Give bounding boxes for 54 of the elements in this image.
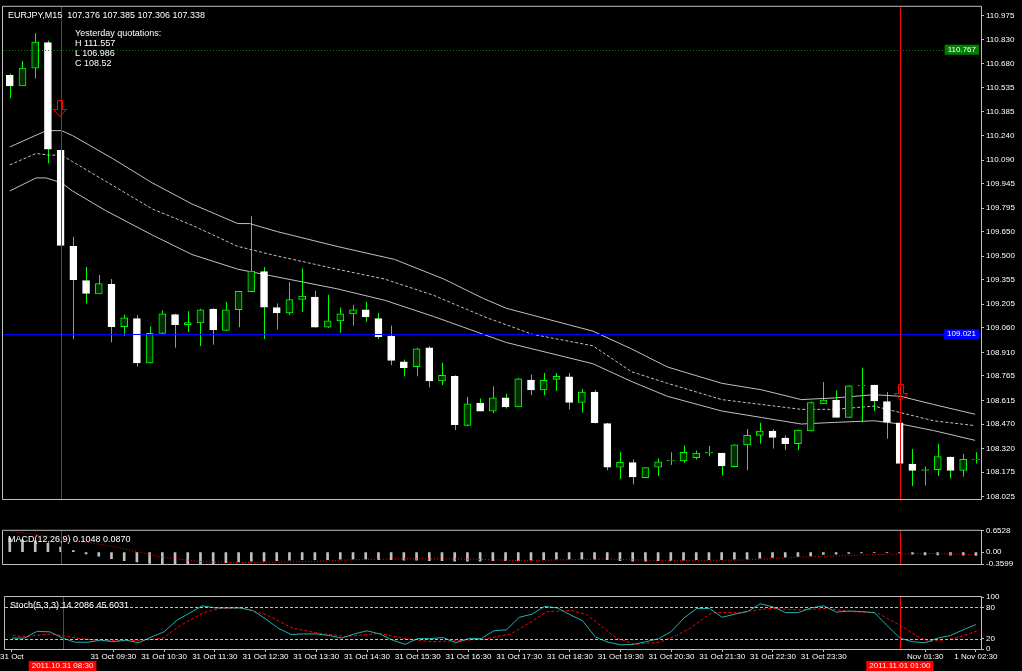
x-tick-label: 31 Oct 19:30 — [597, 652, 645, 661]
y-tick-label: 109.355 — [986, 274, 1016, 284]
y-tick-label: 110.680 — [986, 59, 1015, 69]
x-tick-label: 31 Oct 11:30 — [192, 652, 238, 661]
y-tick-label: 110.090 — [986, 155, 1015, 165]
x-tick-label: 31 Oct 10:30 — [141, 652, 188, 661]
x-tick-label: 31 Oct 22:30 — [750, 652, 797, 661]
y-tick-label: 108.765 — [986, 371, 1016, 381]
ref-line-label: 110.767 — [947, 44, 977, 54]
y-tick-label: 109.795 — [986, 203, 1016, 213]
x-tick-label: 31 Oct 14:30 — [344, 652, 391, 661]
y-tick-label: 108.910 — [986, 347, 1016, 357]
y-tick-label: 109.205 — [986, 299, 1016, 309]
y-tick-label: 109.060 — [986, 323, 1016, 333]
y-tick-label: 108.175 — [986, 467, 1016, 477]
y-tick-label: 0 — [986, 644, 991, 654]
y-tick-label: 110.535 — [986, 82, 1015, 92]
y-tick-label: -0.3599 — [986, 559, 1014, 569]
x-tick-label: 1 Nov 02:30 — [954, 652, 999, 661]
ref-line-label: 2011.11.01 01:00 — [869, 661, 931, 671]
y-tick-label: 108.470 — [986, 419, 1016, 429]
y-tick-label: 109.945 — [986, 178, 1016, 188]
x-tick-label: 31 Oct 12:30 — [242, 652, 289, 661]
y-tick-label: 108.025 — [986, 491, 1016, 501]
y-tick-label: 109.500 — [986, 251, 1016, 261]
annotation: H 111.557 — [75, 37, 116, 48]
x-tick-label: 31 Oct — [0, 652, 25, 661]
x-tick-label: 31 Oct 20:30 — [648, 652, 695, 661]
y-tick-label: 0.6528 — [986, 526, 1012, 535]
x-tick-label: 31 Oct 17:30 — [496, 652, 543, 661]
y-tick-label: 110.240 — [986, 130, 1015, 140]
x-tick-label: 31 Oct 15:30 — [394, 652, 442, 661]
y-tick-label: 0.00 — [986, 547, 1003, 557]
x-tick-label: 31 Oct 13:30 — [293, 652, 340, 661]
annotation: Yesterday quotations: — [75, 27, 162, 38]
y-tick-label: 110.830 — [986, 34, 1015, 44]
ref-line-label: 109.021 — [947, 329, 977, 339]
y-tick-label: 109.650 — [986, 226, 1016, 236]
annotation: L 106.986 — [75, 47, 115, 58]
x-tick-label: 31 Oct 09:30 — [90, 652, 137, 661]
annotation: C 108.52 — [75, 57, 112, 68]
x-tick-label: Nov 01:30 — [906, 652, 944, 661]
y-tick-label: 20 — [986, 633, 996, 643]
x-tick-label: 31 Oct 18:30 — [547, 652, 594, 661]
y-tick-label: 100 — [986, 592, 1000, 602]
y-tick-label: 108.320 — [986, 443, 1016, 453]
y-tick-label: 108.615 — [986, 395, 1016, 405]
y-tick-label: 80 — [986, 602, 996, 612]
y-tick-label: 110.385 — [986, 107, 1015, 117]
y-tick-label: 110.975 — [986, 10, 1015, 20]
x-tick-label: 31 Oct 16:30 — [445, 652, 492, 661]
x-tick-label: 31 Oct 23:30 — [800, 652, 848, 661]
ref-line-label: 2011.10.31 08:30 — [31, 661, 94, 671]
x-tick-label: 31 Oct 21:30 — [699, 652, 746, 661]
